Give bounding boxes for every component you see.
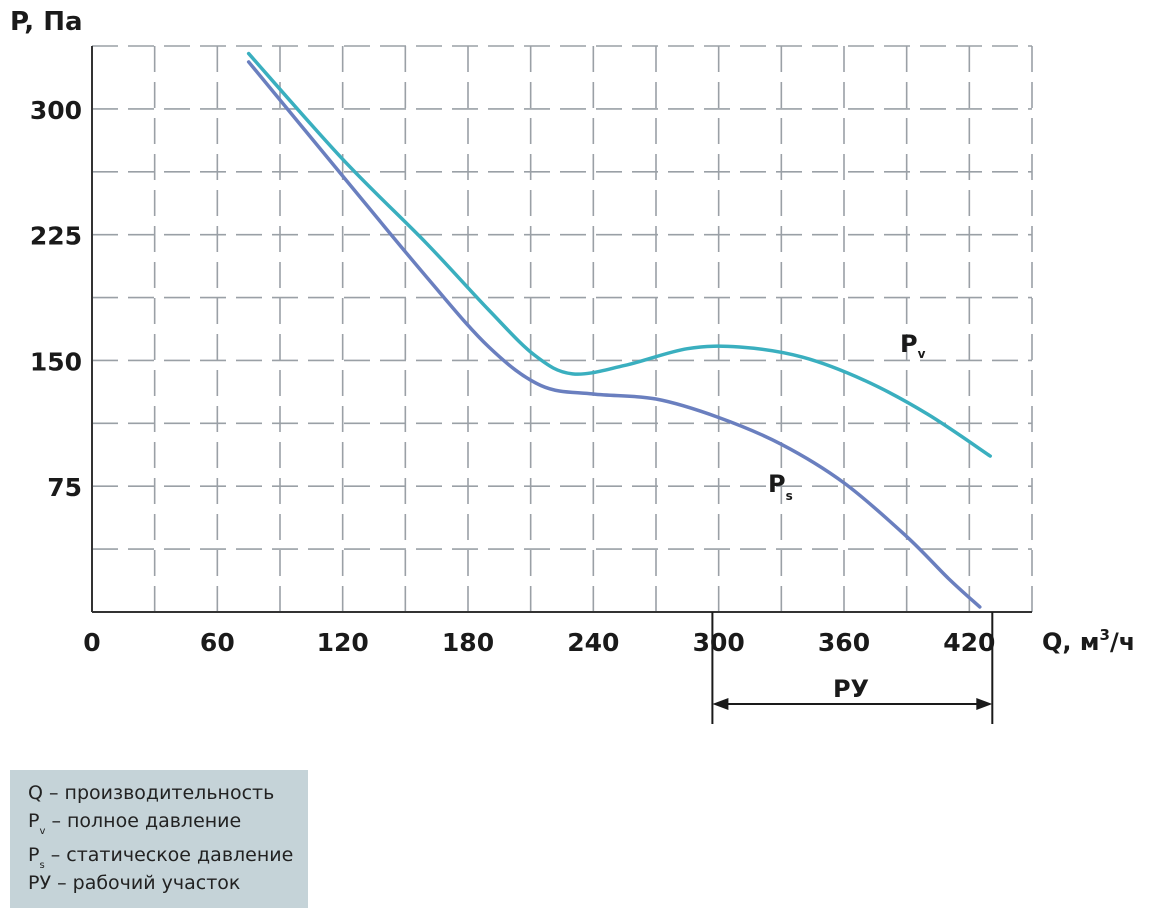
x-axis-label: Q, м3/ч bbox=[1042, 626, 1135, 656]
x-tick-label: 180 bbox=[442, 628, 494, 657]
y-axis-label: P, Па bbox=[10, 7, 83, 37]
series-line-pv bbox=[246, 51, 992, 458]
y-tick-label: 150 bbox=[30, 347, 82, 376]
legend-item-ps-key: P bbox=[28, 844, 40, 866]
legend-item-pv-sub: v bbox=[39, 826, 46, 837]
series-label-pv-sub: v bbox=[918, 347, 926, 361]
legend-item-ru: РУ – рабочий участок bbox=[28, 872, 240, 894]
x-axis-label-tail: /ч bbox=[1110, 628, 1135, 656]
legend-item-ps-text: – статическое давление bbox=[50, 844, 294, 866]
x-tick-label: 0 bbox=[83, 628, 100, 657]
legend-item-q-text: – производительность bbox=[49, 782, 275, 804]
series-label-ps-sub: s bbox=[786, 489, 793, 503]
series-label-ps-main: P bbox=[768, 470, 786, 498]
legend-item-ps: Ps – статическое давление bbox=[28, 844, 294, 871]
x-tick-label: 360 bbox=[818, 628, 870, 657]
x-tick-label: 60 bbox=[200, 628, 235, 657]
tick-labels: 0 60 120 180 240 300 360 420 75 150 225 300 bbox=[30, 96, 996, 657]
working-range-label: РУ bbox=[833, 675, 869, 703]
legend-item-pv-key: P bbox=[28, 810, 40, 832]
x-axis-label-sup: 3 bbox=[1100, 626, 1110, 644]
legend-item-pv: Pv – полное давление bbox=[28, 810, 242, 837]
x-tick-label: 240 bbox=[567, 628, 619, 657]
series-label-pv-main: P bbox=[900, 330, 918, 358]
legend-item-ps-sub: s bbox=[39, 860, 45, 871]
range-arrowhead-right bbox=[976, 698, 993, 710]
range-arrowhead-left bbox=[712, 698, 729, 710]
y-tick-label: 300 bbox=[30, 96, 82, 125]
series bbox=[246, 51, 992, 609]
x-tick-label: 300 bbox=[693, 628, 745, 657]
y-tick-label: 75 bbox=[47, 473, 82, 502]
series-label-ps: Ps bbox=[768, 470, 793, 503]
y-tick-label: 225 bbox=[30, 222, 82, 251]
series-label-pv: Pv bbox=[900, 330, 926, 361]
legend-item-ru-text: – рабочий участок bbox=[57, 872, 241, 894]
x-tick-label: 420 bbox=[943, 628, 995, 657]
legend-item-ru-key: РУ bbox=[28, 872, 52, 894]
series-line-ps bbox=[246, 60, 982, 609]
legend-item-q: Q – производительность bbox=[28, 782, 274, 804]
axes bbox=[91, 46, 1032, 613]
working-range-annotation: РУ bbox=[711, 612, 994, 724]
legend-panel: Q – производительность Pv – полное давле… bbox=[10, 770, 308, 908]
pressure-flow-chart: 0 60 120 180 240 300 360 420 75 150 225 300 P, Па Q… bbox=[10, 7, 1135, 724]
x-axis-label-main: Q, м bbox=[1042, 628, 1100, 656]
legend-item-pv-text: – полное давление bbox=[51, 810, 242, 832]
grid bbox=[92, 45, 1033, 612]
legend-item-q-key: Q bbox=[28, 782, 43, 804]
x-tick-label: 120 bbox=[317, 628, 369, 657]
